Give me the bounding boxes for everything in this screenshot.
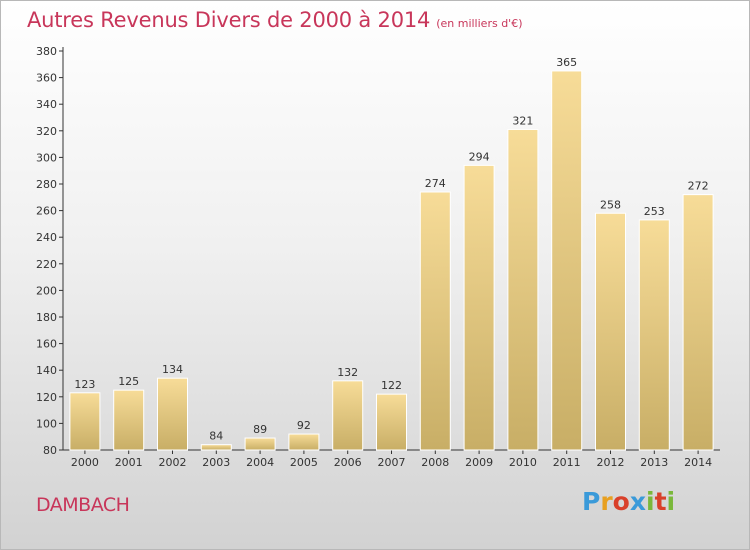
- bar-value-label: 125: [118, 375, 139, 388]
- logo-letter: i: [666, 487, 676, 516]
- x-axis: 2000 2001 2002 2003 2004 2005 2006 2007 2008 2009…: [63, 449, 720, 469]
- bars: [69, 70, 714, 451]
- logo-letter: r: [600, 487, 613, 516]
- y-axis: 80 100 120 140 160 180 200 220 240 260 280 300 320 34…: [36, 45, 64, 457]
- y-tick-label: 340: [36, 98, 57, 111]
- bar: [69, 392, 101, 451]
- bar: [638, 219, 670, 451]
- x-tick-label: 2000: [71, 456, 99, 469]
- logo-letter: t: [654, 487, 667, 516]
- logo-letter: P: [582, 487, 601, 516]
- data-labels: 123 125 134 84 89 92 132 122 274 294 321 365 258 253 2…: [74, 56, 708, 443]
- bar-value-label: 294: [469, 150, 490, 163]
- commune-name: DAMBACH: [36, 494, 130, 516]
- x-tick-label: 2001: [115, 456, 143, 469]
- bar-value-label: 132: [337, 366, 358, 379]
- x-tick-label: 2006: [334, 456, 362, 469]
- x-tick-label: 2003: [202, 456, 230, 469]
- bar-value-label: 258: [600, 198, 621, 211]
- x-tick-label: 2012: [597, 456, 625, 469]
- bar: [507, 128, 539, 451]
- bar-value-label: 272: [688, 180, 709, 193]
- bar: [332, 380, 364, 451]
- bar-value-label: 365: [556, 56, 577, 69]
- x-tick-label: 2010: [509, 456, 537, 469]
- bar-value-label: 123: [74, 378, 95, 391]
- chart-title: Autres Revenus Divers de 2000 à 2014: [27, 8, 431, 32]
- bar-value-label: 122: [381, 379, 402, 392]
- x-tick-label: 2011: [553, 456, 581, 469]
- y-tick-label: 380: [36, 45, 57, 58]
- bar-value-label: 274: [425, 177, 446, 190]
- y-tick-label: 280: [36, 178, 57, 191]
- chart-subtitle: (en milliers d'€): [436, 17, 523, 30]
- y-tick-label: 220: [36, 258, 57, 271]
- bar: [376, 393, 407, 451]
- logo-letter: o: [612, 487, 630, 516]
- y-tick-label: 200: [36, 284, 57, 297]
- bar: [244, 437, 276, 451]
- bar: [551, 70, 583, 451]
- y-tick-label: 360: [36, 72, 57, 85]
- bar: [419, 191, 451, 451]
- bar-value-label: 321: [512, 114, 533, 127]
- y-tick-label: 160: [36, 338, 57, 351]
- bar-value-label: 253: [644, 205, 665, 218]
- y-tick-label: 300: [36, 151, 57, 164]
- bar: [682, 194, 714, 451]
- x-tick-label: 2004: [246, 456, 274, 469]
- bar: [288, 433, 320, 451]
- x-tick-label: 2005: [290, 456, 318, 469]
- bar: [200, 444, 232, 451]
- x-tick-label: 2014: [684, 456, 712, 469]
- y-tick-label: 80: [43, 444, 57, 457]
- x-tick-label: 2008: [421, 456, 449, 469]
- y-tick-label: 240: [36, 231, 57, 244]
- bar-value-label: 92: [297, 419, 311, 432]
- title-block: Autres Revenus Divers de 2000 à 2014 (en …: [27, 8, 522, 32]
- bar: [113, 389, 145, 451]
- bar: [157, 377, 188, 451]
- y-tick-label: 120: [36, 391, 57, 404]
- y-tick-label: 100: [36, 417, 57, 430]
- bar-value-label: 84: [209, 430, 223, 443]
- x-tick-label: 2009: [465, 456, 493, 469]
- x-tick-label: 2007: [378, 456, 406, 469]
- bar: [595, 212, 626, 451]
- logo-letter: i: [646, 487, 655, 516]
- logo-letter: x: [629, 487, 646, 516]
- x-tick-label: 2002: [159, 456, 187, 469]
- proxiti-logo[interactable]: Proxiti: [582, 487, 675, 516]
- y-tick-label: 320: [36, 125, 57, 138]
- x-tick-label: 2013: [640, 456, 668, 469]
- bar: [463, 164, 495, 451]
- bar-value-label: 89: [253, 423, 267, 436]
- y-tick-label: 260: [36, 205, 57, 218]
- bar-value-label: 134: [162, 363, 183, 376]
- y-tick-label: 140: [36, 364, 57, 377]
- y-tick-label: 180: [36, 311, 57, 324]
